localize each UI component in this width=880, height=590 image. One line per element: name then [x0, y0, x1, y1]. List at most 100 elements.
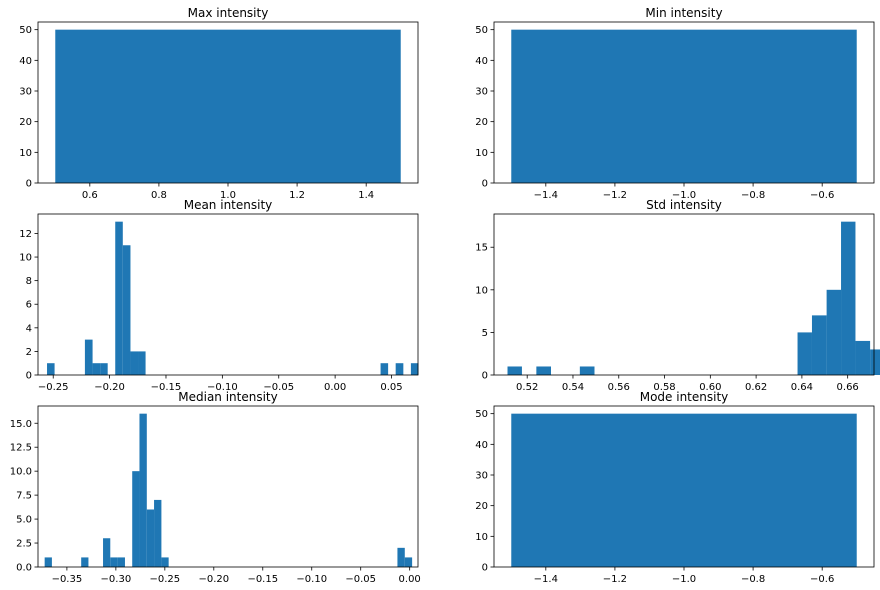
y-tick-label: 50 [19, 25, 32, 36]
x-tick-label: −0.20 [94, 382, 125, 393]
x-tick-label: 0.58 [653, 382, 675, 393]
x-tick-label: 0.66 [837, 382, 859, 393]
y-tick-label: 20 [475, 117, 488, 128]
histogram-bar [92, 363, 101, 375]
y-tick-label: 7.5 [16, 491, 32, 502]
x-tick-label: 0.00 [324, 382, 346, 393]
y-tick-label: 10 [475, 532, 488, 543]
histogram-bar [47, 363, 55, 375]
chart-title: Median intensity [178, 390, 278, 404]
histogram-bar [855, 340, 871, 375]
chart-title: Max intensity [188, 6, 269, 20]
y-tick-label: 30 [475, 471, 488, 482]
x-tick-label: 0.6 [82, 190, 98, 201]
y-tick-label: 0 [26, 371, 32, 382]
y-tick-label: 2 [26, 347, 32, 358]
histogram-bar [395, 363, 404, 375]
histogram-bar [110, 557, 118, 567]
y-tick-label: 12 [19, 229, 32, 240]
x-tick-label: −0.25 [150, 574, 181, 585]
y-tick-label: 5.0 [16, 515, 32, 526]
histogram-bar [410, 363, 419, 375]
histogram-panel: −0.35 −0.30 −0.25 −0.20 −0.15 −0.10 −0.05 0.00 0… [10, 390, 421, 585]
histogram-bar [511, 413, 857, 567]
y-tick-label: 10 [19, 253, 32, 264]
axes-frame [493, 213, 875, 376]
y-tick-label: 0.0 [16, 563, 32, 574]
histogram-bar [81, 557, 89, 567]
y-tick-label: 0 [482, 563, 488, 574]
histogram-bar [811, 315, 827, 375]
y-tick-label: 20 [19, 117, 32, 128]
chart-title: Mean intensity [184, 198, 273, 212]
x-tick-label: 1.4 [358, 190, 374, 201]
x-tick-label: −0.10 [296, 574, 327, 585]
x-tick-label: −0.8 [741, 190, 765, 201]
histogram-bar [507, 366, 522, 375]
x-tick-label: −0.05 [345, 574, 376, 585]
histogram-panel: −1.4 −1.2 −1.0 −0.8 −0.6 0 10 20 30 40 50 Min inten… [475, 6, 875, 201]
x-tick-label: 0.54 [562, 382, 584, 393]
histogram-bar [826, 289, 842, 375]
chart-title: Mode intensity [640, 390, 729, 404]
histogram-bar [161, 557, 169, 567]
x-tick-label: −0.10 [207, 382, 238, 393]
histogram-bar [154, 499, 162, 567]
axes-frame [37, 213, 419, 376]
histogram-bar [579, 366, 595, 375]
histogram-bar [139, 413, 147, 567]
y-tick-label: 2.5 [16, 539, 32, 550]
axes-frame [37, 405, 419, 568]
histogram-bar [797, 332, 812, 375]
histogram-bar [380, 363, 389, 375]
histogram-bar [404, 557, 413, 567]
x-tick-label: 0.56 [608, 382, 630, 393]
x-tick-label: −0.6 [810, 190, 834, 201]
y-tick-label: 12.5 [10, 443, 32, 454]
histogram-bar [122, 245, 131, 375]
x-tick-label: 0.00 [399, 574, 421, 585]
y-tick-label: 10 [475, 285, 488, 296]
x-tick-label: −0.8 [741, 574, 765, 585]
y-tick-label: 30 [19, 87, 32, 98]
histogram-bar [44, 557, 52, 567]
histogram-panel: 0.6 0.8 1.0 1.2 1.4 0 10 20 30 40 50 Max intensity [19, 6, 419, 201]
histogram-panel: 0.52 0.54 0.56 0.58 0.60 0.62 0.64 0.66 0 5 10 15 St… [475, 198, 880, 393]
x-tick-label: −1.4 [534, 574, 558, 585]
y-tick-label: 4 [26, 323, 32, 334]
y-tick-label: 10.0 [10, 467, 32, 478]
y-tick-label: 8 [26, 276, 32, 287]
y-tick-label: 40 [475, 56, 488, 67]
x-tick-label: −1.2 [603, 574, 627, 585]
histogram-bar [536, 366, 551, 375]
histogram-bar [870, 349, 880, 375]
x-tick-label: −0.35 [52, 574, 83, 585]
chart-title: Std intensity [646, 198, 722, 212]
x-tick-label: −0.25 [38, 382, 69, 393]
x-tick-label: −1.0 [672, 574, 696, 585]
x-tick-label: 1.0 [220, 190, 236, 201]
y-tick-label: 0 [482, 179, 488, 190]
histogram-bar [130, 351, 139, 375]
y-tick-label: 50 [475, 409, 488, 420]
x-tick-label: 0.05 [380, 382, 402, 393]
x-tick-label: −0.15 [151, 382, 182, 393]
histogram-panel: −1.4 −1.2 −1.0 −0.8 −0.6 0 10 20 30 40 50 Mode inte… [475, 390, 875, 585]
histogram-bar [100, 363, 108, 375]
y-tick-label: 20 [475, 501, 488, 512]
y-tick-label: 0 [26, 179, 32, 190]
x-tick-label: −0.20 [198, 574, 229, 585]
x-tick-label: −1.4 [534, 190, 558, 201]
chart-title: Min intensity [645, 6, 722, 20]
x-tick-label: 1.2 [289, 190, 305, 201]
histogram-bar [146, 509, 155, 567]
histogram-bar [115, 221, 123, 375]
y-tick-label: 15.0 [10, 419, 32, 430]
x-tick-label: 0.60 [699, 382, 721, 393]
histogram-bar [84, 339, 93, 375]
x-tick-label: 0.64 [791, 382, 813, 393]
histogram-bar [103, 538, 111, 567]
y-tick-label: 15 [475, 243, 488, 254]
x-tick-label: −1.2 [603, 190, 627, 201]
